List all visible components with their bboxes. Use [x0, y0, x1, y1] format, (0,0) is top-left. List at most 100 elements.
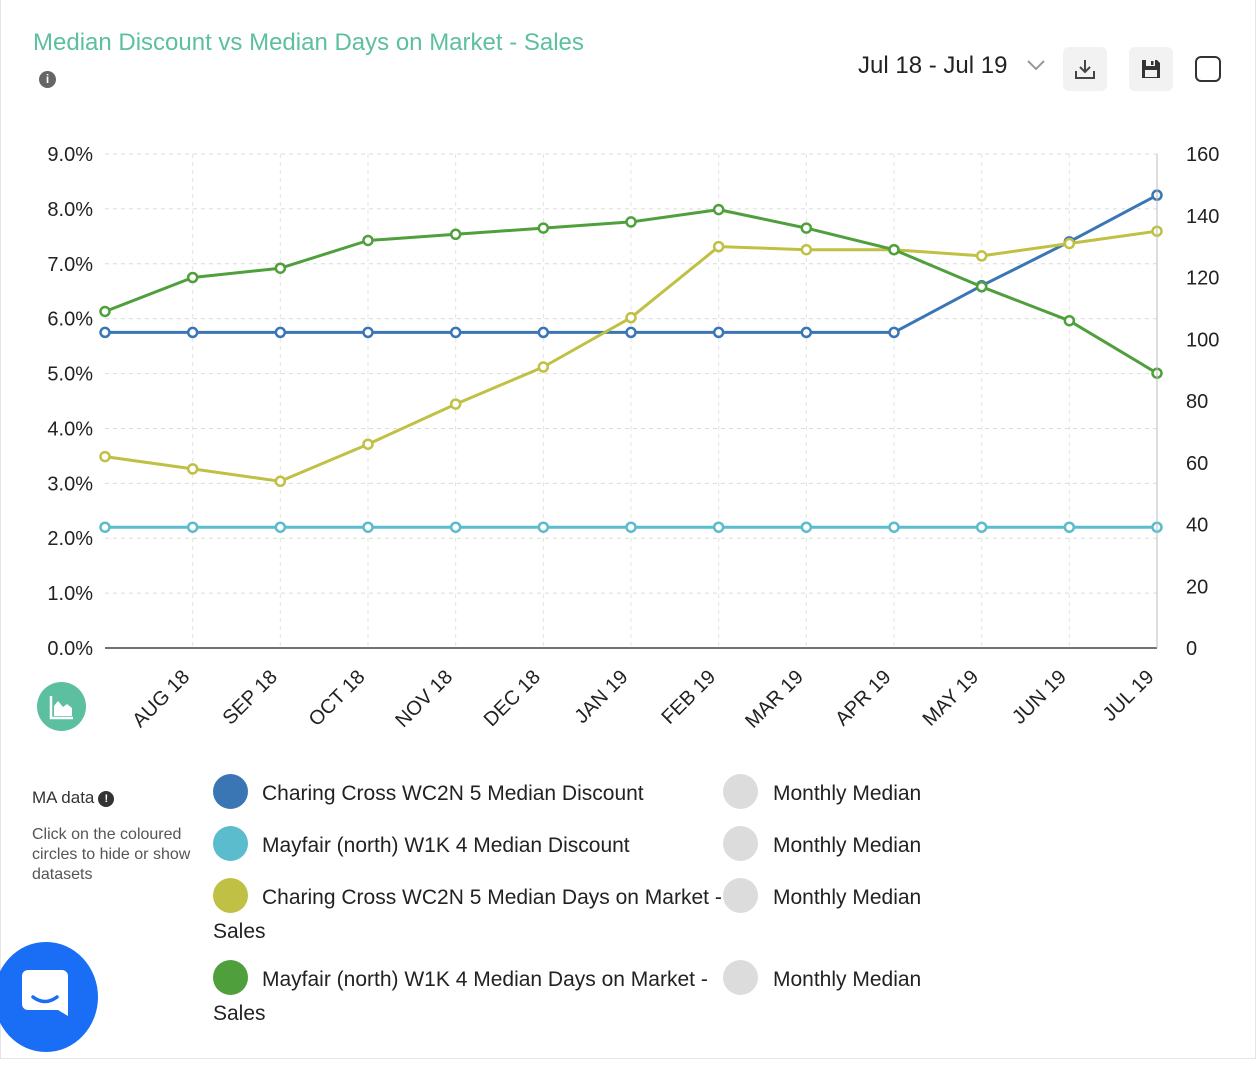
left-axis-tick-label: 5.0% — [47, 364, 93, 386]
right-axis-tick-label: 0 — [1186, 638, 1197, 660]
left-axis-tick-label: 2.0% — [47, 528, 93, 550]
median-label: Monthly Median — [773, 834, 922, 857]
line-chart: 0.0% 1.0% 2.0% 3.0% 4.0% 5.0% 6.0% 7.0% 8.0% 9.0%… — [47, 144, 1219, 733]
data-point — [975, 521, 988, 533]
data-point — [537, 222, 550, 234]
legend-toggle-dot[interactable] — [213, 774, 248, 809]
chevron-down-icon[interactable] — [1026, 58, 1046, 72]
legend-median-2: Monthly Median — [723, 826, 921, 863]
data-point — [449, 228, 462, 241]
left-axis-tick-label: 4.0% — [47, 418, 93, 440]
data-point — [362, 326, 374, 339]
ma-data-label: MA data! — [32, 788, 115, 808]
right-axis-tick-label: 80 — [1186, 391, 1208, 413]
median-toggle-dot[interactable] — [723, 878, 758, 913]
save-button[interactable] — [1129, 47, 1173, 91]
legend-toggle-dot[interactable] — [213, 826, 248, 861]
x-tick-label: JAN 19 — [571, 666, 633, 728]
left-axis-tick-label: 3.0% — [47, 473, 93, 495]
legend-item-charing-cross-days: Charing Cross WC2N 5 Median Days on Mark… — [213, 878, 723, 949]
data-point — [186, 463, 199, 475]
data-point — [274, 262, 287, 274]
data-point — [800, 521, 813, 533]
data-point — [449, 521, 462, 533]
median-label: Monthly Median — [773, 968, 922, 991]
median-toggle-dot[interactable] — [723, 774, 758, 809]
x-tick-label: DEC 18 — [480, 666, 545, 731]
legend-label: Mayfair (north) W1K 4 Median Days on Mar… — [213, 968, 708, 1025]
chart-type-button[interactable] — [37, 682, 86, 731]
legend-median-1: Monthly Median — [723, 774, 921, 811]
x-tick-label: OCT 18 — [305, 666, 370, 731]
legend-item-mayfair-days: Mayfair (north) W1K 4 Median Days on Mar… — [213, 960, 723, 1031]
median-label: Monthly Median — [773, 886, 922, 909]
data-point — [888, 521, 900, 533]
legend-median-4: Monthly Median — [723, 960, 921, 997]
left-axis-tick-label: 1.0% — [47, 583, 93, 605]
data-point — [186, 326, 199, 339]
data-point — [99, 450, 111, 463]
right-axis-tick-label: 100 — [1186, 329, 1219, 351]
data-point — [975, 250, 988, 262]
legend-label: Charing Cross WC2N 5 Median Days on Mark… — [213, 886, 722, 943]
info-icon[interactable]: i — [39, 71, 56, 88]
data-point — [800, 222, 813, 234]
chart-title-block: Median Discount vs Median Days on Market… — [33, 26, 593, 94]
area-chart-icon — [49, 696, 73, 720]
x-tick-label: FEB 19 — [657, 666, 720, 729]
right-axis-tick-label: 160 — [1186, 144, 1219, 166]
data-point — [362, 438, 374, 450]
data-point — [888, 243, 900, 256]
x-tick-label: JUN 19 — [1008, 666, 1071, 729]
median-toggle-dot[interactable] — [723, 960, 758, 995]
ma-help-text: Click on the coloured circles to hide or… — [32, 826, 191, 883]
left-axis-tick-label: 9.0% — [47, 144, 93, 166]
grid-layer — [105, 153, 1158, 648]
select-checkbox[interactable] — [1195, 56, 1221, 82]
data-point — [99, 326, 111, 339]
data-point — [1063, 314, 1076, 327]
axis-layer: 0.0% 1.0% 2.0% 3.0% 4.0% 5.0% 6.0% 7.0% 8.0% 9.0%… — [47, 144, 1219, 733]
data-point — [186, 521, 199, 533]
left-axis-tick-label: 0.0% — [47, 638, 93, 660]
data-point — [99, 521, 111, 533]
data-point — [712, 240, 725, 253]
legend-label: Charing Cross WC2N 5 Median Discount — [262, 782, 644, 805]
data-point — [712, 521, 725, 533]
data-point — [712, 326, 725, 339]
right-axis-tick-label: 40 — [1186, 515, 1208, 537]
save-icon — [1142, 60, 1160, 78]
series-line-0 — [105, 193, 1158, 334]
median-toggle-dot[interactable] — [723, 826, 758, 861]
data-point — [625, 311, 637, 324]
data-point — [274, 521, 287, 533]
series-layer — [99, 189, 1163, 533]
data-point — [274, 326, 287, 339]
legend-label: Mayfair (north) W1K 4 Median Discount — [262, 834, 630, 857]
x-tick-label: APR 19 — [831, 666, 895, 730]
data-point — [888, 326, 900, 339]
ma-info-icon[interactable]: ! — [98, 791, 115, 807]
data-point — [186, 271, 199, 284]
x-tick-label: NOV 18 — [391, 666, 457, 732]
right-axis-tick-label: 120 — [1186, 268, 1219, 290]
data-point — [625, 216, 637, 228]
legend-item-charing-cross-discount: Charing Cross WC2N 5 Median Discount — [213, 774, 723, 811]
right-axis-tick-label: 140 — [1186, 206, 1219, 228]
x-tick-label: MAR 19 — [741, 666, 808, 733]
download-button[interactable] — [1063, 47, 1107, 91]
data-point — [975, 281, 988, 293]
legend-toggle-dot[interactable] — [213, 960, 248, 995]
x-tick-label: JUL 19 — [1099, 666, 1159, 726]
chat-launcher-button[interactable] — [0, 942, 98, 1052]
chat-icon — [22, 970, 68, 1016]
legend-median-3: Monthly Median — [723, 878, 921, 915]
legend-toggle-dot[interactable] — [213, 878, 248, 913]
date-range-select[interactable]: Jul 18 - Jul 19 — [858, 52, 1008, 79]
data-point — [1063, 521, 1076, 533]
x-tick-label: SEP 18 — [219, 666, 282, 729]
data-point — [1063, 237, 1076, 250]
download-icon — [1075, 60, 1095, 79]
data-point — [99, 305, 111, 318]
data-point — [800, 326, 813, 339]
